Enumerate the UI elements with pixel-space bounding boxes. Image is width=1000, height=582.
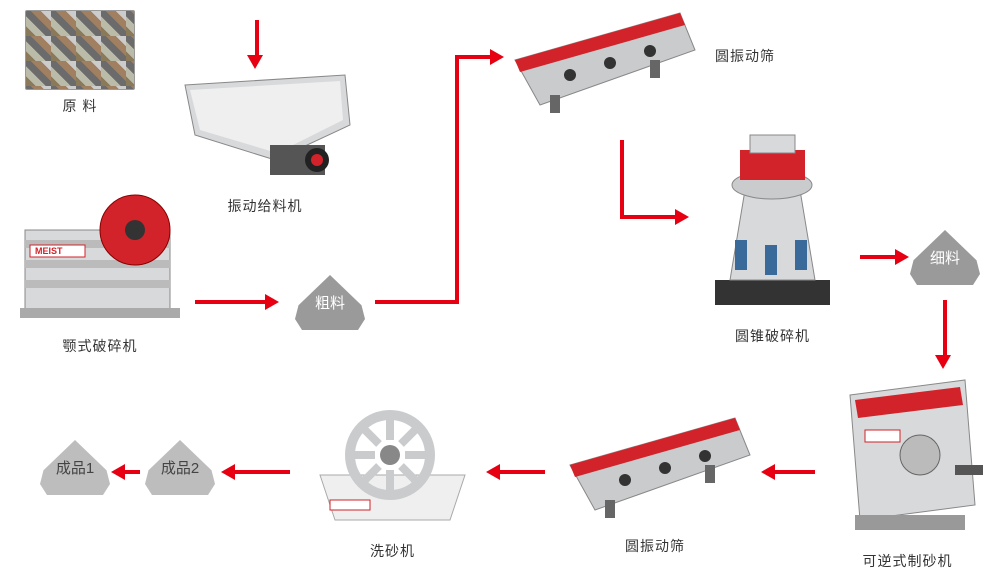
node-coarse: 粗料 [295,275,365,330]
arrow-raw-to-feeder [247,55,263,69]
arrow-wash-to-prod2 [221,464,235,480]
arrow-cone-to-fine [860,255,895,259]
node-screen1: 圆振动筛 [500,5,700,125]
arrow-coarse-up-screen [490,49,504,65]
label-prod1: 成品1 [56,457,94,478]
node-fine: 细料 [910,230,980,285]
label-sand-maker: 可逆式制砂机 [830,551,985,571]
arrow-jaw-to-coarse [265,294,279,310]
vibrating-screen2-icon [555,410,755,525]
arrow-coarse-up-screen [455,55,490,59]
node-raw: 原 料 [25,10,135,116]
arrow-screen2-to-wash [486,464,500,480]
label-fine: 细料 [930,247,960,268]
node-sand-maker: 可逆式制砂机 [830,365,985,571]
sand-washer-icon [305,400,480,530]
node-washer: 洗砂机 [305,400,480,561]
label-prod2: 成品2 [161,457,199,478]
vibrating-screen-icon [500,5,700,120]
coarse-pile-icon: 粗料 [295,275,365,330]
jaw-crusher-icon: MEIST [15,190,185,325]
arrow-prod2-to-prod1 [125,470,140,474]
arrow-screen2-to-wash [500,470,545,474]
label-cone: 圆锥破碎机 [690,326,855,346]
node-feeder: 振动给料机 [175,65,355,216]
label-washer: 洗砂机 [305,541,480,561]
feeder-icon [175,65,355,185]
label-screen1: 圆振动筛 [715,46,795,66]
raw-material-photo [25,10,135,90]
arrow-prod2-to-prod1 [111,464,125,480]
product2-pile-icon: 成品2 [145,440,215,495]
label-coarse: 粗料 [315,292,345,313]
label-feeder: 振动给料机 [175,196,355,216]
arrow-sand-to-screen2 [775,470,815,474]
product1-pile-icon: 成品1 [40,440,110,495]
node-prod1: 成品1 [40,440,110,495]
cone-crusher-icon [690,130,855,315]
arrow-coarse-up-screen [455,55,459,304]
node-jaw: MEIST 颚式破碎机 [15,190,185,356]
arrow-fine-to-sand [935,355,951,369]
sand-maker-icon [830,365,985,540]
arrow-cone-to-fine [895,249,909,265]
arrow-raw-to-feeder [255,20,259,55]
label-screen2: 圆振动筛 [555,536,755,556]
label-raw: 原 料 [25,96,135,116]
arrow-wash-to-prod2 [235,470,290,474]
arrow-fine-to-sand [943,300,947,355]
node-cone: 圆锥破碎机 [690,130,855,346]
arrow-jaw-to-coarse [195,300,265,304]
label-jaw: 颚式破碎机 [15,336,185,356]
fine-pile-icon: 细料 [910,230,980,285]
arrow-screen1-down [620,140,624,215]
arrow-coarse-up-screen [375,300,455,304]
arrow-sand-to-screen2 [761,464,775,480]
arrow-screen1-down [620,215,675,219]
arrow-screen1-down [675,209,689,225]
node-screen2: 圆振动筛 [555,410,755,556]
svg-text:MEIST: MEIST [35,246,63,256]
node-prod2: 成品2 [145,440,215,495]
